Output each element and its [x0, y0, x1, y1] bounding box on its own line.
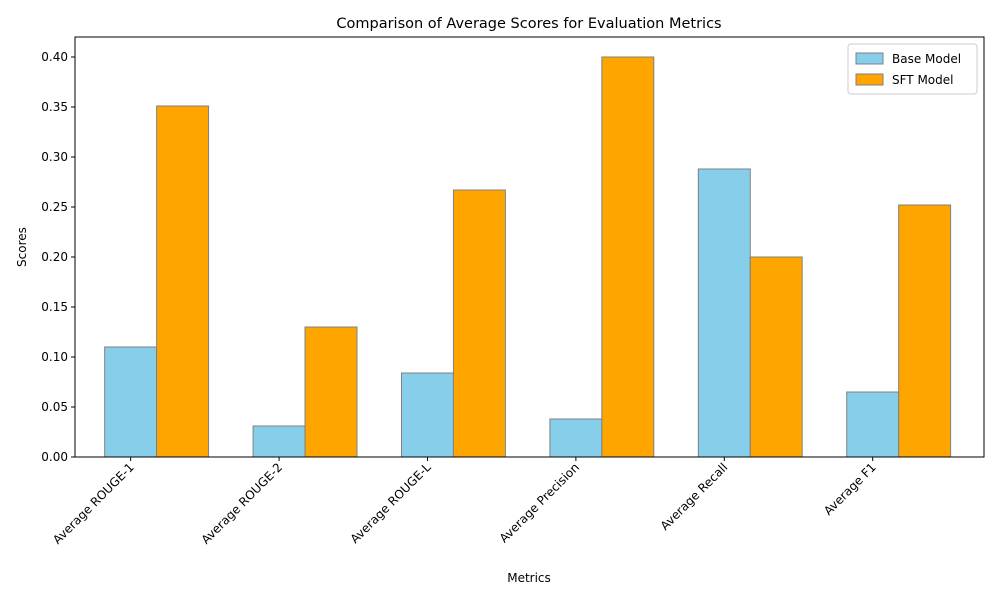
bar-base-model-5: [846, 391, 900, 458]
x-axis: Average ROUGE-1 Average ROUGE-2 Average RO…: [50, 457, 879, 547]
y-tick-label-3: 0.15: [41, 300, 68, 314]
legend-label-1: SFT Model: [892, 73, 953, 87]
bar-sft-model-4: [749, 256, 803, 458]
y-axis: 0.00 0.05 0.10 0.15 0.20 0.25 0.30 0.35 0.40: [41, 50, 75, 464]
x-axis-label: Metrics: [507, 571, 551, 585]
y-tick-label-0: 0.00: [41, 450, 68, 464]
y-axis-label: Scores: [15, 227, 29, 267]
y-tick-label-8: 0.40: [41, 50, 68, 64]
x-tick-label-0: Average ROUGE-1: [50, 460, 137, 547]
bar-base-model-2: [400, 372, 454, 458]
bar-base-model-0: [104, 346, 158, 458]
bar-sft-model-1: [304, 326, 358, 458]
bar-sft-model-0: [156, 105, 210, 458]
plot-frame: [74, 36, 985, 458]
bar-base-model-1: [252, 425, 306, 458]
legend-swatch-1: [855, 73, 884, 86]
y-tick-label-7: 0.35: [41, 100, 68, 114]
bars-group: [104, 56, 952, 458]
x-tick-label-4: Average Recall: [658, 460, 731, 533]
y-tick-label-5: 0.25: [41, 200, 68, 214]
x-tick-label-3: Average Precision: [497, 460, 582, 545]
legend: Base Model SFT Model: [847, 43, 978, 95]
bar-base-model-3: [549, 418, 603, 458]
x-tick-label-2: Average ROUGE-L: [348, 460, 434, 546]
legend-swatch-0: [855, 52, 884, 65]
chart-title: Comparison of Average Scores for Evaluat…: [336, 16, 721, 32]
bar-base-model-4: [697, 168, 751, 458]
bar-sft-model-3: [601, 56, 655, 458]
x-tick-label-5: Average F1: [821, 460, 879, 518]
y-tick-label-1: 0.05: [41, 400, 68, 414]
bar-sft-model-2: [452, 189, 506, 458]
y-tick-label-6: 0.30: [41, 150, 68, 164]
y-tick-label-2: 0.10: [41, 350, 68, 364]
y-tick-label-4: 0.20: [41, 250, 68, 264]
x-tick-label-1: Average ROUGE-2: [199, 460, 286, 547]
bar-sft-model-5: [898, 204, 952, 458]
legend-label-0: Base Model: [892, 52, 961, 66]
